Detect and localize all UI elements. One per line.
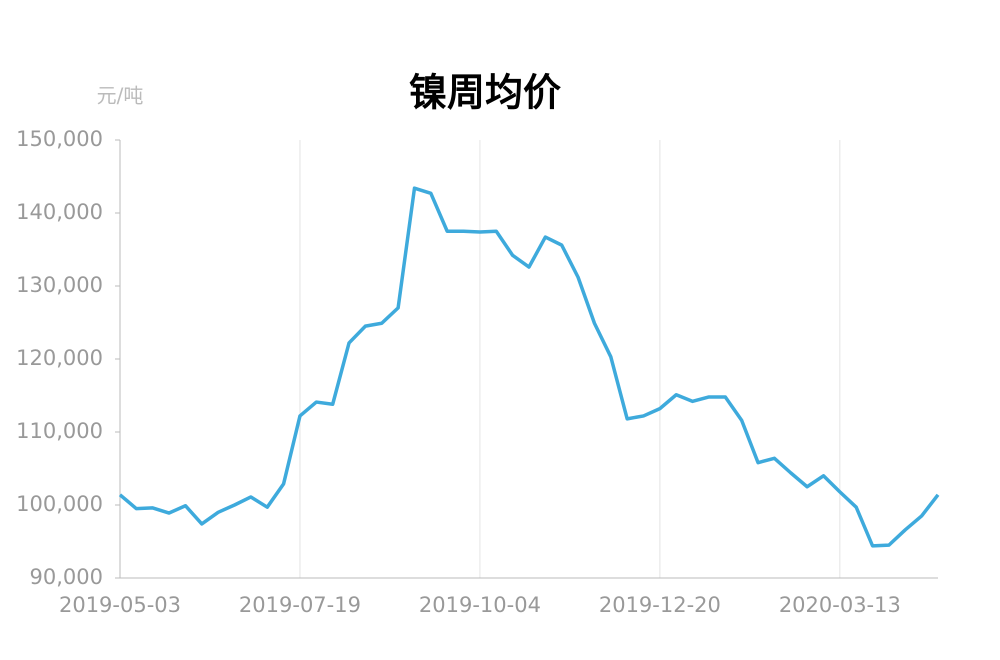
x-tick-label: 2019-07-19	[239, 593, 361, 617]
y-tick-label: 110,000	[16, 419, 103, 443]
y-tick-label: 130,000	[16, 273, 103, 297]
y-tick-label: 90,000	[30, 565, 103, 589]
x-tick-label: 2019-10-04	[419, 593, 541, 617]
y-tick-label: 150,000	[16, 127, 103, 151]
x-tick-label: 2020-03-13	[779, 593, 901, 617]
x-tick-label: 2019-12-20	[599, 593, 721, 617]
y-tick-label: 100,000	[16, 492, 103, 516]
x-tick-label: 2019-05-03	[59, 593, 181, 617]
y-tick-label: 140,000	[16, 200, 103, 224]
chart-title: 镍周均价	[409, 71, 561, 115]
y-unit: 元/吨	[97, 84, 144, 108]
line	[118, 186, 940, 548]
y-tick-label: 120,000	[16, 346, 103, 370]
